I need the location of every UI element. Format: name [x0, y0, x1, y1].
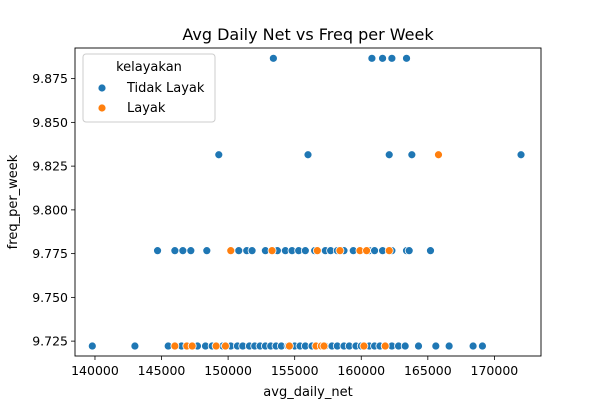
point-tidak-layak: [268, 53, 278, 63]
legend-label-tidak-layak: Tidak Layak: [126, 81, 205, 96]
point-layak: [380, 341, 390, 351]
point-tidak-layak: [87, 341, 97, 351]
point-tidak-layak: [444, 341, 454, 351]
point-tidak-layak: [468, 341, 478, 351]
point-tidak-layak: [178, 246, 188, 256]
y-tick-label: 9.875: [32, 71, 68, 86]
x-tick-label: 145000: [138, 363, 186, 378]
point-layak: [226, 246, 236, 256]
point-layak: [359, 341, 369, 351]
legend-label-layak: Layak: [127, 101, 166, 116]
legend-marker-layak: [97, 103, 107, 113]
point-tidak-layak: [478, 341, 487, 351]
x-tick-label: 150000: [204, 363, 252, 378]
x-axis: 140000 145000 150000 155000 160000 165000 1700…: [71, 356, 518, 378]
point-tidak-layak: [130, 341, 140, 351]
point-layak: [384, 246, 394, 256]
y-tick-label: 9.825: [32, 159, 68, 174]
point-layak: [211, 341, 221, 351]
legend-box: [82, 53, 216, 123]
point-layak: [319, 341, 329, 351]
point-tidak-layak: [516, 150, 526, 160]
point-tidak-layak: [367, 53, 377, 63]
plot-area-frame: [74, 47, 542, 357]
point-layak: [187, 341, 197, 351]
legend-title: kelayakan: [116, 60, 182, 75]
point-layak: [362, 246, 371, 256]
point-tidak-layak: [414, 341, 423, 351]
point-tidak-layak: [153, 246, 162, 256]
y-tick-label: 9.725: [32, 334, 68, 349]
point-tidak-layak: [214, 150, 224, 160]
point-tidak-layak: [370, 246, 379, 256]
point-tidak-layak: [247, 246, 257, 256]
y-tick-label: 9.800: [32, 202, 68, 217]
point-tidak-layak: [407, 150, 417, 160]
point-tidak-layak: [404, 246, 414, 256]
point-layak: [312, 246, 322, 256]
y-axis-label: freq_per_week: [6, 154, 21, 249]
point-layak: [267, 246, 277, 256]
legend: kelayakan Tidak Layak Layak: [82, 53, 216, 123]
x-tick-label: 140000: [71, 363, 119, 378]
point-tidak-layak: [300, 246, 310, 256]
y-axis: 9.725 9.750 9.775 9.800 9.825 9.850 9.875: [32, 71, 75, 349]
point-tidak-layak: [202, 246, 212, 256]
point-tidak-layak: [400, 341, 410, 351]
point-layak: [335, 246, 345, 256]
point-layak: [170, 341, 180, 351]
point-tidak-layak: [378, 53, 387, 63]
point-tidak-layak: [431, 341, 441, 351]
x-axis-label: avg_daily_net: [263, 385, 352, 400]
point-layak: [284, 341, 294, 351]
y-tick-label: 9.775: [32, 246, 68, 261]
chart-title: Avg Daily Net vs Freq per Week: [182, 25, 434, 44]
x-tick-label: 165000: [404, 363, 452, 378]
point-tidak-layak: [426, 246, 435, 256]
data-points: [87, 53, 526, 351]
y-tick-label: 9.850: [32, 115, 68, 130]
point-layak: [434, 150, 443, 160]
x-tick-label: 170000: [471, 363, 519, 378]
point-tidak-layak: [170, 246, 180, 256]
point-tidak-layak: [384, 150, 394, 160]
x-tick-label: 160000: [337, 363, 385, 378]
point-tidak-layak: [186, 246, 196, 256]
point-tidak-layak: [402, 53, 411, 63]
point-layak: [221, 341, 230, 351]
point-tidak-layak: [303, 150, 313, 160]
point-tidak-layak: [234, 246, 244, 256]
point-tidak-layak: [387, 53, 397, 63]
y-tick-label: 9.750: [32, 290, 68, 305]
x-tick-label: 155000: [271, 363, 319, 378]
legend-marker-tidak-layak: [97, 83, 107, 93]
